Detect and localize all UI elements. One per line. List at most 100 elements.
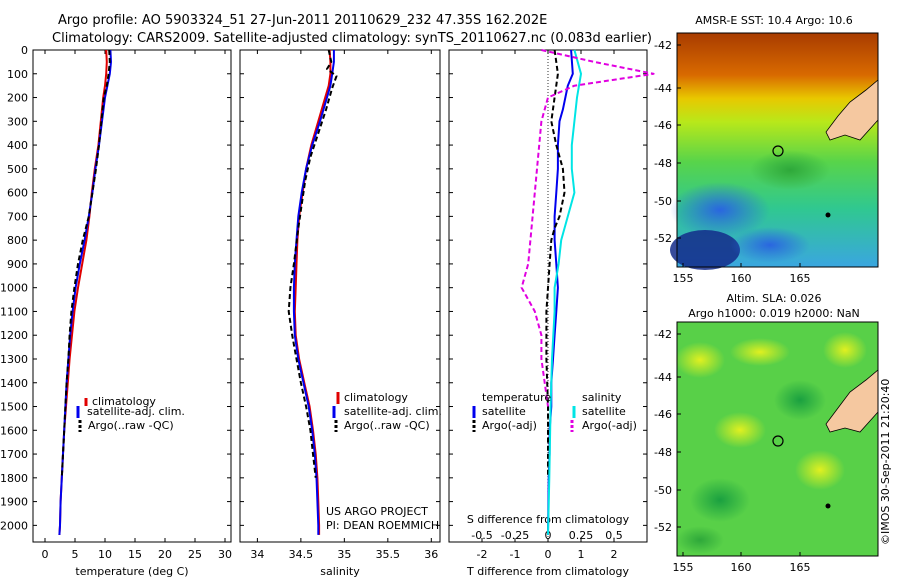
sla-high-3 xyxy=(795,450,845,490)
depth-tick-label: 300 xyxy=(7,115,28,128)
map-lat-tick-label: -48 xyxy=(654,446,672,459)
sst-cold-patch xyxy=(670,182,770,238)
sst-argo-location-marker xyxy=(772,145,784,157)
map-lon-tick-label: 155 xyxy=(673,272,694,285)
sla-low-2 xyxy=(774,380,826,420)
depth-tick-label: 1200 xyxy=(0,329,28,342)
difference-xtick-label: -1 xyxy=(510,548,521,561)
legend-diff-temp-satellite: satellite xyxy=(482,405,526,418)
difference-xtick-label: 1 xyxy=(578,548,585,561)
imos-stamp: ©IMOS 30-Sep-2011 21:20:40 xyxy=(879,379,892,545)
depth-tick-label: 700 xyxy=(7,210,28,223)
sla-high-2 xyxy=(730,338,790,366)
legend-argo-sal: Argo(..raw -QC) xyxy=(344,419,430,432)
difference-xtick-label: 2 xyxy=(611,548,618,561)
depth-tick-label: 1500 xyxy=(0,401,28,414)
sst-cold-patch-2 xyxy=(730,227,810,263)
sst-map-title: AMSR-E SST: 10.4 Argo: 10.6 xyxy=(695,14,853,27)
sla-argo-location-marker xyxy=(772,435,784,447)
map-lat-tick-label: -48 xyxy=(654,157,672,170)
legend-satellite-clim: satellite-adj. clim. xyxy=(87,405,185,418)
depth-tick-label: 1300 xyxy=(0,353,28,366)
map-lat-tick-label: -52 xyxy=(654,232,672,245)
credit-project: US ARGO PROJECT xyxy=(326,505,428,518)
temperature-xtick-label: 30 xyxy=(218,548,232,561)
sla-map-frame xyxy=(676,321,879,557)
sla-map-axes: 155 160 165 -42 -44 -46 -48 -50 -52 xyxy=(654,328,810,574)
depth-tick-label: 1900 xyxy=(0,496,28,509)
legend-diff-temp-argo: Argo(-adj) xyxy=(482,419,537,432)
temperature-plot-frame xyxy=(32,49,232,543)
depth-tick-label: 200 xyxy=(7,92,28,105)
salinity-xtick-label: 36 xyxy=(424,548,438,561)
sla-map: Altim. SLA: 0.026 Argo h1000: 0.019 h200… xyxy=(654,292,879,574)
legend-climatology: climatology xyxy=(92,395,156,408)
map-lat-tick-label: -44 xyxy=(654,371,672,384)
depth-tick-label: 600 xyxy=(7,187,28,200)
salinity-xtick-label: 35.5 xyxy=(376,548,401,561)
salinity-series-argo-raw-qc- xyxy=(287,49,338,478)
header-title-line1: Argo profile: AO 5903324_51 27-Jun-2011 … xyxy=(58,13,547,28)
map-lat-tick-label: -46 xyxy=(654,119,672,132)
difference-xtick-label: 0 xyxy=(545,548,552,561)
depth-tick-label: 100 xyxy=(7,68,28,81)
legend-diff-salinity: salinity xyxy=(582,391,622,404)
map-lat-tick-label: -42 xyxy=(654,328,672,341)
sdiff-tick-label: 0.25 xyxy=(569,529,594,542)
temperature-xtick-label: 0 xyxy=(42,548,49,561)
temperature-xtick-label: 5 xyxy=(72,548,79,561)
sdiff-tick-label: -0.5 xyxy=(471,529,492,542)
sst-green-band xyxy=(750,150,830,190)
map-lat-tick-label: -44 xyxy=(654,82,672,95)
depth-tick-label: 900 xyxy=(7,258,28,271)
depth-tick-label: 1400 xyxy=(0,377,28,390)
salinity-profile-panel: 34 34.5 35 35.5 36 salinity xyxy=(239,49,441,578)
header-title-line2: Climatology: CARS2009. Satellite-adjuste… xyxy=(52,31,652,46)
temperature-series-argo-raw-qc- xyxy=(60,49,111,478)
depth-tick-label: 500 xyxy=(7,163,28,176)
sla-land-south-island xyxy=(825,369,879,433)
difference-legend: temperature satellite Argo(-adj) salinit… xyxy=(472,391,637,432)
sst-map: AMSR-E SST: 10.4 Argo: 10.6 155 160 165 -42… xyxy=(654,14,879,285)
legend-climatology-sal: climatology xyxy=(344,391,408,404)
map-lon-tick-label: 155 xyxy=(673,561,694,574)
sst-land-south-island xyxy=(825,79,879,141)
legend-diff-sal-satellite: satellite xyxy=(582,405,626,418)
map-lon-tick-label: 165 xyxy=(790,561,811,574)
depth-tick-label: 1600 xyxy=(0,424,28,437)
legend-diff-temperature: temperature xyxy=(482,391,551,404)
difference-series-salinity-argo-adj- xyxy=(520,49,655,407)
sst-map-frame xyxy=(676,32,879,268)
map-lat-tick-label: -46 xyxy=(654,408,672,421)
temperature-legend: climatology satellite-adj. clim. Argo(..… xyxy=(76,395,185,432)
depth-tick-label: 1800 xyxy=(0,472,28,485)
depth-tick-label: 2000 xyxy=(0,519,28,532)
map-lat-tick-label: -50 xyxy=(654,484,672,497)
temperature-xtick-label: 20 xyxy=(158,548,172,561)
legend-argo: Argo(..raw -QC) xyxy=(88,419,174,432)
depth-tick-label: 1700 xyxy=(0,448,28,461)
map-lon-tick-label: 160 xyxy=(731,561,752,574)
sst-map-axes: 155 160 165 -42 -44 -46 -48 -50 -52 xyxy=(654,39,810,285)
temperature-profile-panel: 0100200300400500600700800900100011001200… xyxy=(0,44,232,578)
sla-high-4 xyxy=(714,412,766,448)
sst-stewart-island xyxy=(825,212,831,218)
difference-xtick-label: -2 xyxy=(477,548,488,561)
salinity-xlabel: salinity xyxy=(320,565,360,578)
map-lat-tick-label: -52 xyxy=(654,521,672,534)
sla-low-3 xyxy=(676,526,724,554)
difference-profile-panel: -2 -1 0 1 2 T difference from climatology -0.5… xyxy=(448,49,655,578)
difference-series-temperature-argo-adj- xyxy=(545,49,566,478)
sdiff-tick-label: 0 xyxy=(545,529,552,542)
sdiff-tick-label: 0.5 xyxy=(605,529,623,542)
sla-map-title-line1: Altim. SLA: 0.026 xyxy=(726,292,821,305)
salinity-plot-frame xyxy=(239,49,441,543)
salinity-series-satellite-adj-clim- xyxy=(292,50,335,535)
sst-cold-core xyxy=(670,230,740,270)
sla-high-1 xyxy=(675,342,725,378)
legend-diff-sal-argo: Argo(-adj) xyxy=(582,419,637,432)
map-lat-tick-label: -50 xyxy=(654,195,672,208)
depth-tick-label: 800 xyxy=(7,234,28,247)
temperature-xtick-label: 10 xyxy=(98,548,112,561)
